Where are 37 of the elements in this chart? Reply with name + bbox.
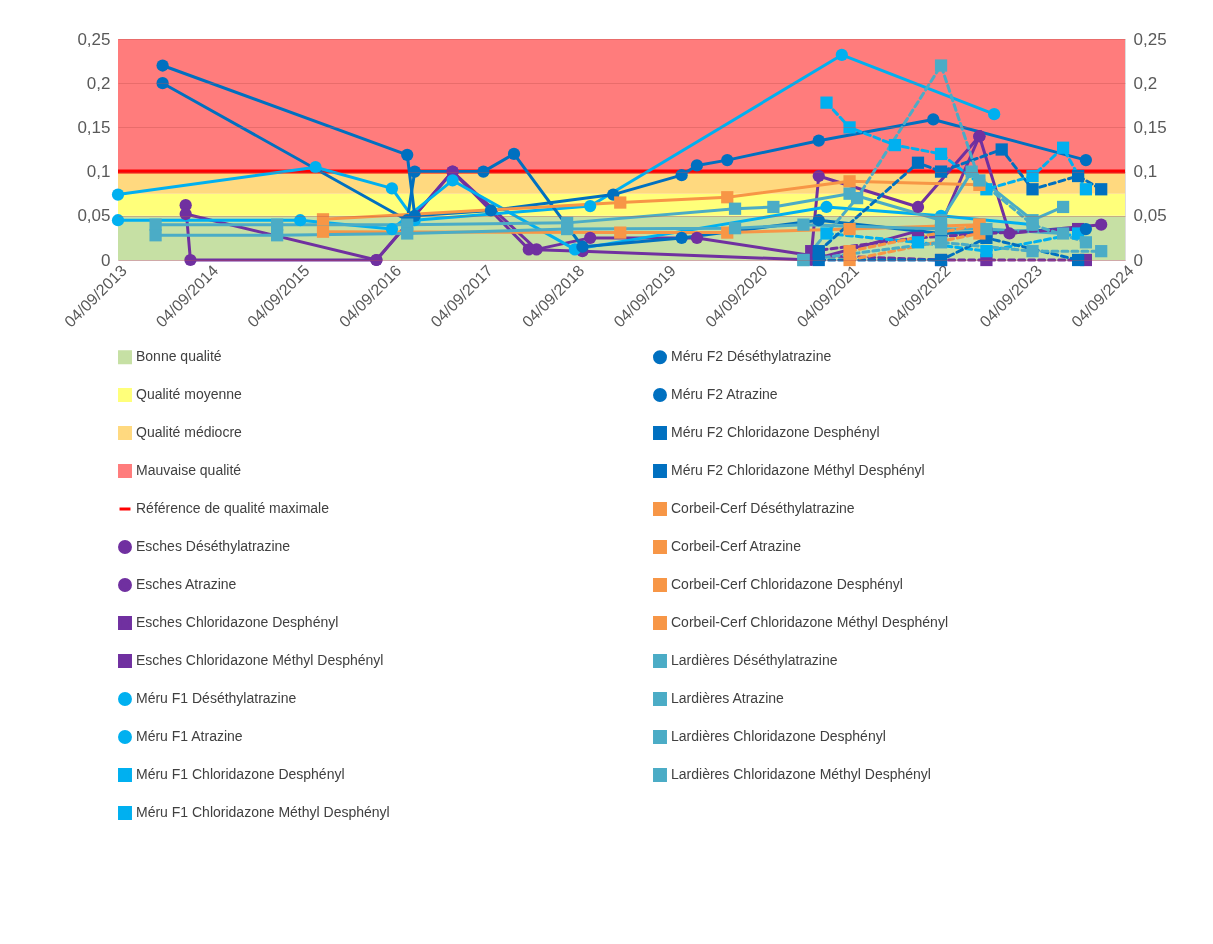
legend-label: Lardières Chloridazone Desphényl bbox=[671, 728, 886, 744]
legend-label: Corbeil-Cerf Atrazine bbox=[671, 538, 802, 554]
legend-label: Qualité moyenne bbox=[136, 386, 243, 402]
legend-label: Méru F1 Chloridazone Desphényl bbox=[136, 766, 345, 782]
legend-label: Esches Chloridazone Desphényl bbox=[136, 614, 339, 630]
legend-label: Qualité médiocre bbox=[136, 424, 243, 440]
y-tick-label: 0 bbox=[101, 250, 111, 270]
legend-label: Lardières Atrazine bbox=[671, 690, 785, 706]
legend-label: Référence de qualité maximale bbox=[136, 500, 330, 516]
legend-label: Esches Atrazine bbox=[136, 576, 237, 592]
y-tick-label: 0,25 bbox=[77, 29, 111, 49]
legend-label: Bonne qualité bbox=[136, 348, 222, 365]
legend-label: Esches Déséthylatrazine bbox=[136, 538, 291, 554]
legend-label: Corbeil-Cerf Déséthylatrazine bbox=[671, 500, 855, 516]
y2-tick-label: 0,25 bbox=[1133, 29, 1167, 49]
legend-label: Méru F2 Chloridazone Méthyl Desphényl bbox=[671, 462, 925, 478]
legend-label: Mauvaise qualité bbox=[136, 462, 242, 478]
legend-label: Méru F2 Atrazine bbox=[671, 386, 778, 402]
legend-label: Esches Chloridazone Méthyl Desphényl bbox=[136, 652, 384, 668]
y-tick-label: 0,05 bbox=[77, 206, 111, 226]
legend-label: Corbeil-Cerf Chloridazone Méthyl Desphényl bbox=[671, 614, 949, 630]
y-tick-label: 0,15 bbox=[77, 117, 111, 137]
y2-tick-label: 0,05 bbox=[1133, 206, 1167, 226]
legend-label: Méru F2 Chloridazone Desphényl bbox=[671, 424, 880, 440]
y-tick-label: 0,1 bbox=[86, 162, 111, 182]
legend-label: Corbeil-Cerf Chloridazone Desphényl bbox=[671, 576, 903, 592]
legend-label: Lardières Chloridazone Méthyl Desphényl bbox=[671, 766, 931, 782]
y2-tick-label: 0 bbox=[1133, 250, 1143, 270]
y2-tick-label: 0,2 bbox=[1133, 73, 1158, 93]
legend-label: Méru F1 Atrazine bbox=[136, 728, 243, 744]
y2-tick-label: 0,15 bbox=[1133, 117, 1167, 137]
legend-label: Méru F1 Déséthylatrazine bbox=[136, 690, 297, 706]
legend-label: Méru F2 Déséthylatrazine bbox=[671, 348, 832, 365]
legend-label: Méru F1 Chloridazone Méthyl Desphényl bbox=[136, 804, 390, 820]
legend-label: Lardières Déséthylatrazine bbox=[671, 652, 838, 668]
y-tick-label: 0,2 bbox=[86, 73, 111, 93]
y2-tick-label: 0,1 bbox=[1133, 162, 1158, 182]
